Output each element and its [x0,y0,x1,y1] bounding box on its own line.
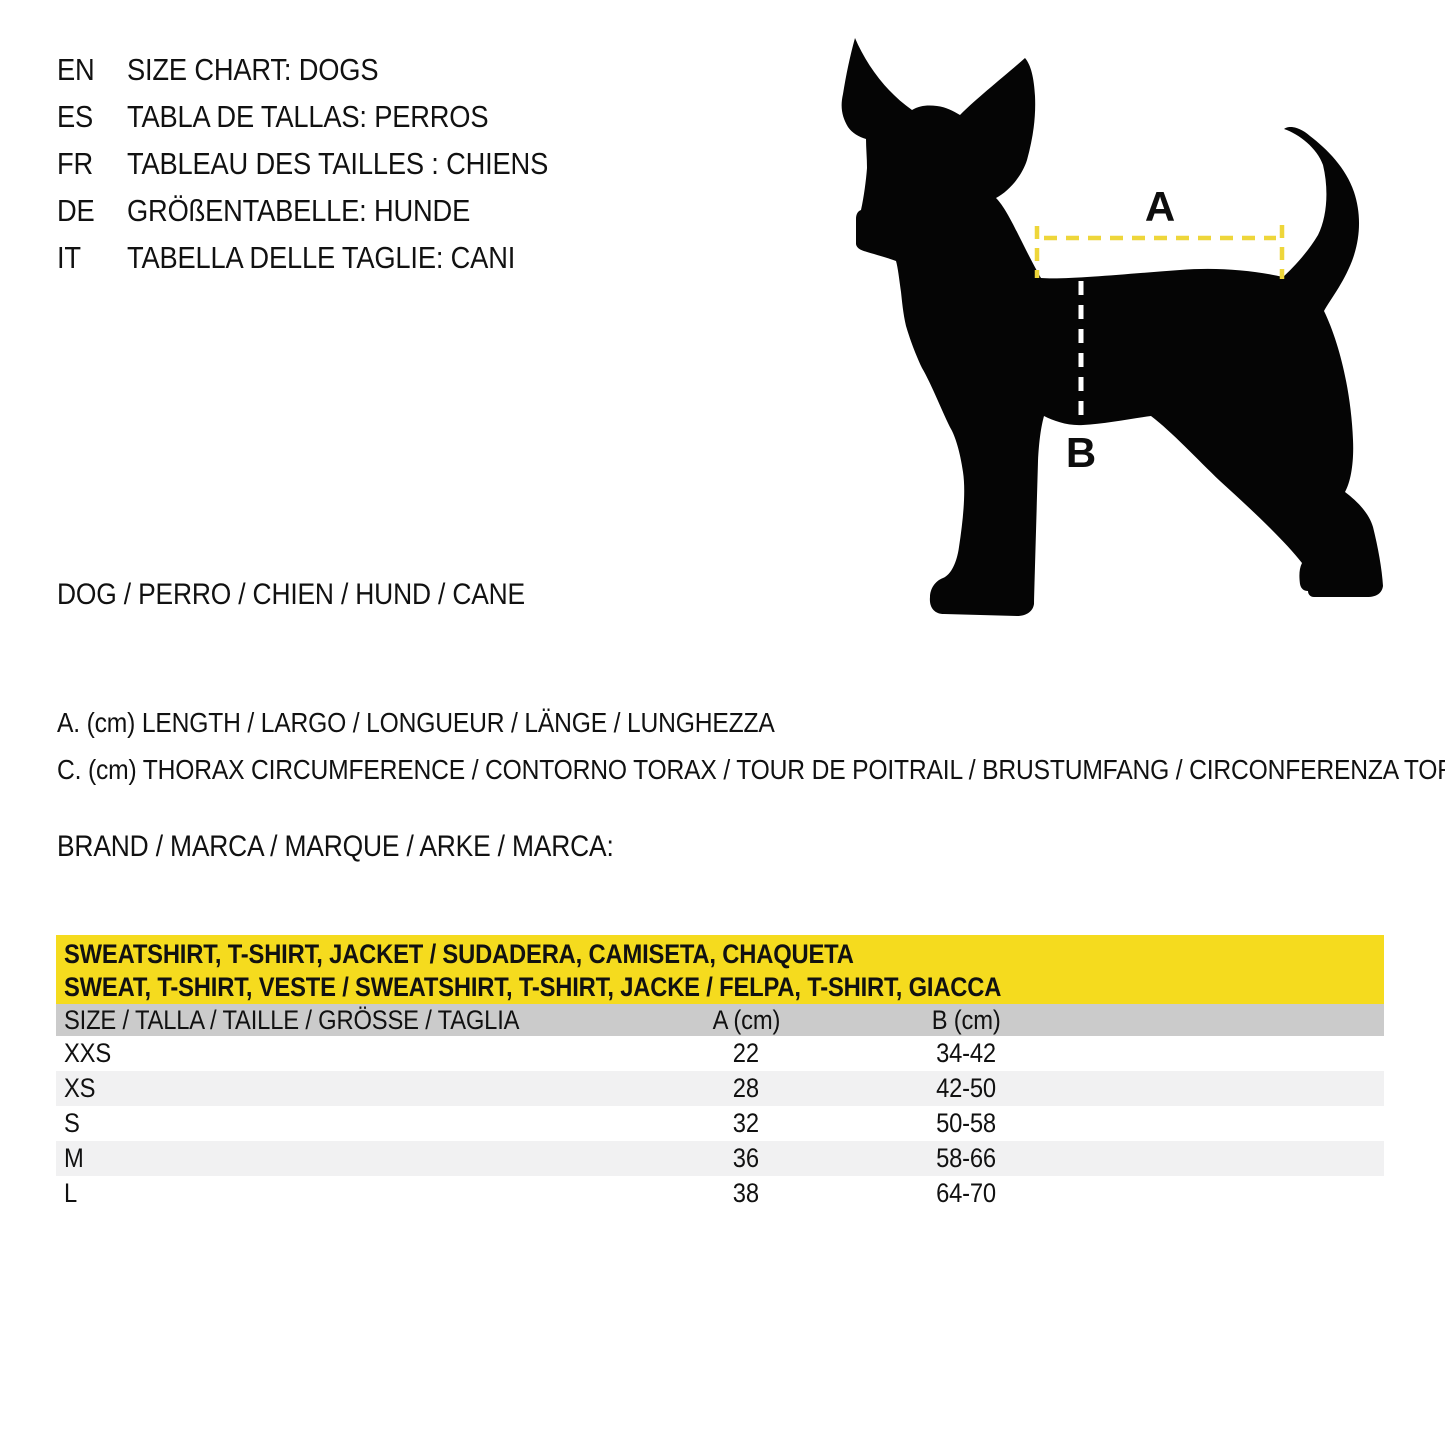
language-title-block: EN SIZE CHART: DOGS ES TABLA DE TALLAS: … [57,46,606,281]
row-size: S [64,1108,80,1138]
row-size: L [64,1178,78,1208]
language-code: EN [57,51,95,87]
legend-line-a: A. (cm) LENGTH / LARGO / LONGUEUR / LÄNG… [57,706,775,738]
row-a-value: 36 [732,1143,760,1173]
table-row: XXS 22 34-42 [56,1036,1384,1071]
language-row: EN SIZE CHART: DOGS [57,46,606,93]
size-table: SWEATSHIRT, T-SHIRT, JACKET / SUDADERA, … [56,935,1384,1211]
language-code: DE [57,192,95,228]
dog-measurement-diagram: A B [820,20,1420,650]
table-row: XS 28 42-50 [56,1071,1384,1106]
table-row: S 32 50-58 [56,1106,1384,1141]
language-code: FR [57,145,94,181]
row-size: XS [64,1073,96,1103]
row-a-value: 38 [732,1178,760,1208]
header-line-1: SWEATSHIRT, T-SHIRT, JACKET / SUDADERA, … [64,939,854,969]
language-code: IT [57,239,81,275]
measure-a-label: A [1145,183,1175,230]
row-a-value: 32 [732,1108,760,1138]
language-title: TABELLA DELLE TAGLIE: CANI [127,239,516,275]
row-a-value: 22 [732,1038,760,1068]
size-table-body: XXS 22 34-42 XS 28 42-50 S 32 50-58 M 36… [56,1036,1384,1211]
measurement-legend: A. (cm) LENGTH / LARGO / LONGUEUR / LÄNG… [57,699,1445,793]
legend-line-c: C. (cm) THORAX CIRCUMFERENCE / CONTORNO … [57,753,1445,785]
language-code: ES [57,98,94,134]
language-row: DE GRÖßENTABELLE: HUNDE [57,187,606,234]
dog-silhouette [841,38,1383,616]
language-title: TABLA DE TALLAS: PERROS [127,98,489,134]
dog-diagram-svg: A B [841,38,1383,616]
table-row: M 36 58-66 [56,1141,1384,1176]
table-row: L 38 64-70 [56,1176,1384,1211]
row-size: XXS [64,1038,112,1068]
row-a-value: 28 [732,1073,760,1103]
language-title: GRÖßENTABELLE: HUNDE [127,192,471,228]
row-b-value: 42-50 [936,1073,996,1103]
column-header-size: SIZE / TALLA / TAILLE / GRÖSSE / TAGLIA [64,1004,520,1035]
language-title: SIZE CHART: DOGS [127,51,379,87]
animal-caption: DOG / PERRO / CHIEN / HUND / CANE [57,578,525,611]
measure-b-label: B [1066,429,1096,476]
size-table-header: SWEATSHIRT, T-SHIRT, JACKET / SUDADERA, … [56,935,1384,1004]
brand-caption: BRAND / MARCA / MARQUE / ARKE / MARCA: [57,829,614,863]
row-b-value: 58-66 [936,1143,996,1173]
header-line-2: SWEAT, T-SHIRT, VESTE / SWEATSHIRT, T-SH… [64,972,1002,1002]
row-b-value: 34-42 [936,1038,996,1068]
row-b-value: 64-70 [936,1178,996,1208]
row-b-value: 50-58 [936,1108,996,1138]
row-size: M [64,1143,84,1173]
column-header-a: A (cm) [712,1004,780,1035]
column-header-b: B (cm) [931,1004,1001,1035]
language-row: IT TABELLA DELLE TAGLIE: CANI [57,234,606,281]
language-title: TABLEAU DES TAILLES : CHIENS [127,145,549,181]
language-row: FR TABLEAU DES TAILLES : CHIENS [57,140,606,187]
column-header-row: SIZE / TALLA / TAILLE / GRÖSSE / TAGLIA … [56,1004,1384,1036]
language-row: ES TABLA DE TALLAS: PERROS [57,93,606,140]
